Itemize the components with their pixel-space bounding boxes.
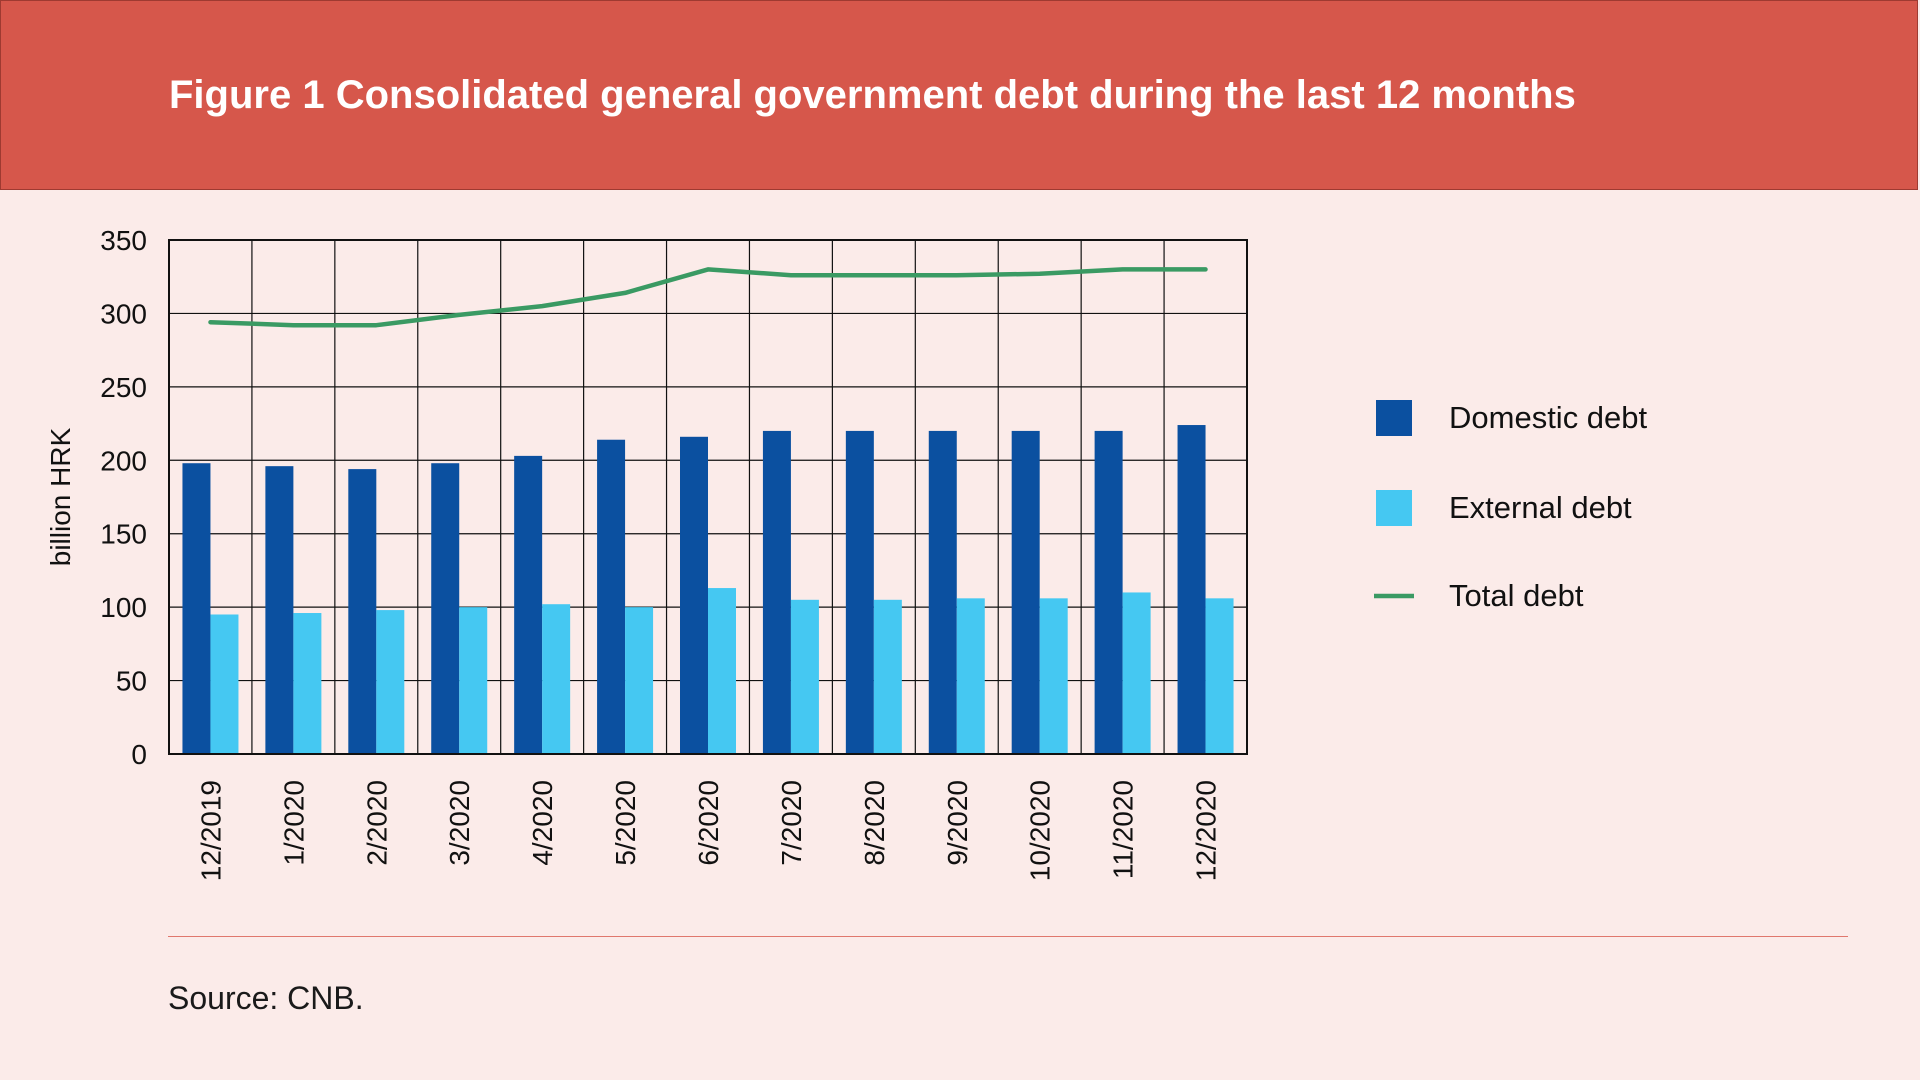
figure-title: Figure 1 Consolidated general government… xyxy=(169,73,1576,117)
domestic-debt-bar xyxy=(265,466,294,754)
x-tick-label: 7/2020 xyxy=(776,780,807,866)
domestic-debt-bar xyxy=(514,455,543,754)
divider-line xyxy=(168,936,1848,937)
external-debt-bar xyxy=(873,599,902,754)
debt-chart: 0 50 100 150 200 250 300 350 12/2019 1/2020 2/202… xyxy=(45,225,1648,881)
legend-label-external-debt: External debt xyxy=(1449,490,1632,525)
domestic-debt-bar xyxy=(597,439,626,754)
plot-frame xyxy=(168,239,1248,755)
domestic-debt-bar xyxy=(348,469,377,754)
external-debt-bar xyxy=(708,588,736,754)
figure-header: Figure 1 Consolidated general government… xyxy=(0,0,1918,190)
external-debt-bar xyxy=(293,613,322,754)
legend-label-total-debt: Total debt xyxy=(1449,578,1584,613)
external-debt-bar xyxy=(625,607,654,754)
external-debt-bar xyxy=(1039,598,1068,754)
x-tick-label: 2/2020 xyxy=(361,780,392,866)
y-tick-label: 100 xyxy=(100,592,147,623)
legend-swatch-external-debt xyxy=(1376,490,1412,526)
y-tick-label: 50 xyxy=(116,666,147,697)
y-tick-label: 300 xyxy=(100,298,147,329)
external-debt-bar xyxy=(1205,598,1234,754)
x-tick-label: 8/2020 xyxy=(859,780,890,866)
domestic-debt-bar xyxy=(1011,430,1040,754)
domestic-debt-bar xyxy=(431,463,460,754)
external-debt-bar xyxy=(956,598,985,754)
x-tick-label: 12/2019 xyxy=(195,780,226,881)
external-debt-bar xyxy=(542,604,571,754)
domestic-debt-bar xyxy=(680,436,708,754)
external-debt-bar xyxy=(459,607,488,754)
y-tick-label: 150 xyxy=(100,519,147,550)
domestic-debt-bar xyxy=(762,430,791,754)
total-debt-line-group xyxy=(208,267,1208,328)
total-debt-line xyxy=(208,267,1208,328)
external-debt-bar xyxy=(376,610,405,754)
source-note: Source: CNB. xyxy=(168,980,364,1016)
x-tick-label: 10/2020 xyxy=(1025,780,1056,881)
external-debt-bar xyxy=(210,614,239,754)
bars xyxy=(182,425,1234,754)
y-tick-label: 200 xyxy=(100,445,147,476)
x-tick-label: 12/2020 xyxy=(1191,780,1222,881)
external-debt-bar xyxy=(790,599,819,754)
legend: Domestic debt External debt Total debt xyxy=(1374,400,1648,613)
external-debt-bar xyxy=(1122,592,1151,754)
domestic-debt-bar xyxy=(845,430,874,754)
x-tick-label: 5/2020 xyxy=(610,780,641,866)
x-tick-label: 6/2020 xyxy=(693,780,724,866)
x-tick-label: 11/2020 xyxy=(1108,780,1139,879)
x-tick-label: 3/2020 xyxy=(444,780,475,866)
y-tick-label: 250 xyxy=(100,372,147,403)
y-tick-label: 350 xyxy=(100,225,147,256)
domestic-debt-bar xyxy=(1177,425,1206,754)
domestic-debt-bar xyxy=(182,463,211,754)
domestic-debt-bar xyxy=(928,430,957,754)
y-axis-label: billion HRK xyxy=(45,427,76,566)
y-axis-ticks: 0 50 100 150 200 250 300 350 xyxy=(100,225,147,770)
x-tick-label: 4/2020 xyxy=(527,780,558,866)
x-tick-label: 1/2020 xyxy=(278,780,309,866)
y-tick-label: 0 xyxy=(131,739,147,770)
x-axis-ticks: 12/2019 1/2020 2/2020 3/2020 4/2020 5/2020 6/2… xyxy=(195,780,1221,881)
legend-swatch-domestic-debt xyxy=(1376,400,1412,436)
domestic-debt-bar xyxy=(1094,430,1123,754)
x-tick-label: 9/2020 xyxy=(942,780,973,866)
legend-label-domestic-debt: Domestic debt xyxy=(1449,400,1648,435)
